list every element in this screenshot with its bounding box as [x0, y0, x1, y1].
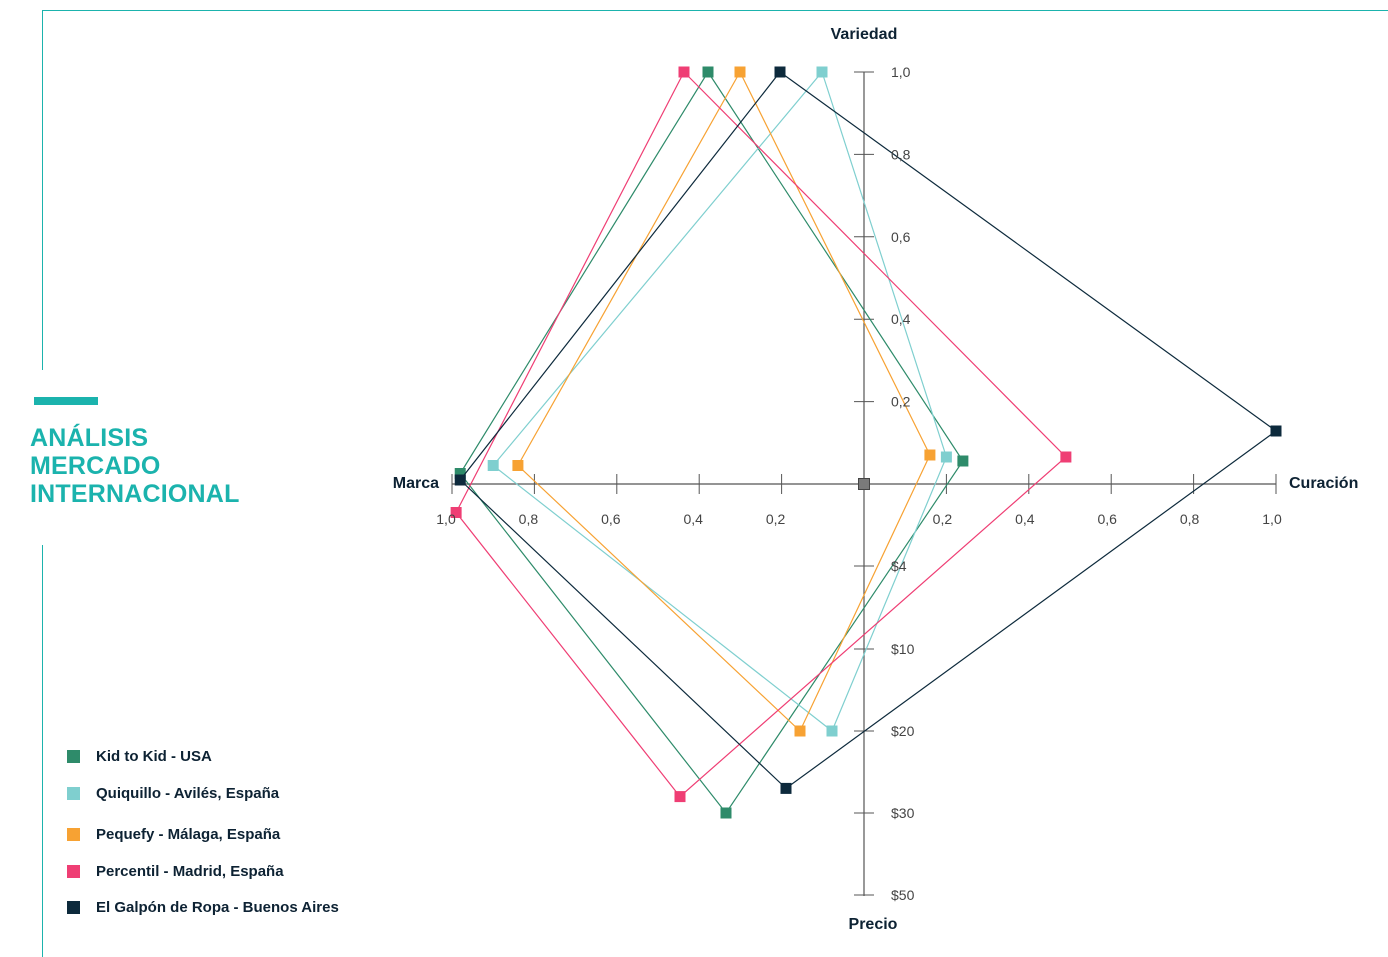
legend-label: Kid to Kid - USA	[96, 748, 212, 765]
tick-label-precio: $20	[891, 723, 915, 739]
tick-label-variedad: 0,4	[891, 311, 911, 327]
tick-label-curacion: 0,2	[933, 511, 953, 527]
tick-label-curacion: 0,6	[1097, 511, 1117, 527]
center-marker	[858, 478, 870, 490]
legend-swatch	[67, 865, 80, 878]
tick-label-marca: 0,6	[601, 511, 621, 527]
tick-label-variedad: 1,0	[891, 64, 911, 80]
series-point-el-marca	[454, 474, 466, 486]
legend-item: Percentil - Madrid, España	[67, 863, 284, 880]
series-point-pequefy-marca	[512, 460, 524, 471]
axis-name-marca: Marca	[393, 475, 439, 492]
series-outline-percentil	[455, 70, 1067, 798]
frame-top-line	[42, 10, 1388, 11]
series-point-quiquillo-variedad	[816, 66, 828, 78]
chart-series	[450, 66, 1282, 819]
legend-item: Kid to Kid - USA	[67, 748, 212, 765]
section-title: ANÁLISIS MERCADO INTERNACIONAL	[30, 424, 240, 508]
tick-label-curacion: 1,0	[1262, 511, 1282, 527]
tick-label-marca: 0,2	[766, 511, 786, 527]
legend-swatch	[67, 901, 80, 914]
tick-label-precio: $50	[891, 887, 915, 903]
legend-swatch	[67, 787, 80, 800]
series-point-pequefy-variedad	[734, 66, 746, 78]
series-point-kid-marca	[454, 468, 466, 479]
legend-item: Quiquillo - Avilés, España	[67, 785, 279, 802]
series-point-quiquillo-curacion	[940, 451, 952, 463]
tick-label-precio: $4	[891, 558, 907, 574]
legend-label: El Galpón de Ropa - Buenos Aires	[96, 899, 339, 916]
tick-label-marca: 0,8	[519, 511, 539, 527]
title-accent-bar	[34, 397, 98, 405]
tick-label-curacion: 0,4	[1015, 511, 1035, 527]
chart-labels: 1,0 0,8 0,6 0,4 0,2 0,2 0,4 0,6 0,8 1,0 1,0 0,8 0,6 0…	[393, 26, 1359, 933]
series-point-el-variedad	[774, 66, 786, 78]
series-point-percentil-curacion	[1060, 451, 1072, 463]
legend-label: Pequefy - Málaga, España	[96, 826, 281, 843]
tick-label-variedad: 0,2	[891, 394, 911, 410]
axis-name-precio: Precio	[849, 916, 898, 933]
series-point-kid-variedad	[702, 66, 714, 78]
series-point-kid-curacion	[957, 455, 969, 467]
series-point-kid-precio	[720, 807, 732, 819]
axis-name-curacion: Curación	[1289, 475, 1358, 492]
tick-label-precio: $30	[891, 805, 915, 821]
legend-item: Pequefy - Málaga, España	[67, 826, 280, 843]
series-point-el-curacion	[1270, 425, 1282, 437]
legend-item: El Galpón de Ropa - Buenos Aires	[67, 899, 339, 916]
legend-swatch	[67, 828, 80, 841]
legend-swatch	[67, 750, 80, 763]
series-point-quiquillo-precio	[826, 725, 838, 737]
series-point-pequefy-curacion	[924, 449, 936, 461]
tick-label-variedad: 0,6	[891, 229, 911, 245]
series-outline-kid	[459, 70, 964, 815]
tick-label-curacion: 0,8	[1180, 511, 1200, 527]
tick-label-marca: 1,0	[436, 511, 456, 527]
series-point-el-precio	[780, 782, 792, 794]
tick-label-variedad: 0,8	[891, 146, 911, 162]
series-point-quiquillo-marca	[487, 460, 499, 471]
tick-label-precio: $10	[891, 641, 915, 657]
series-point-percentil-precio	[674, 791, 686, 803]
frame-left-line-lower	[42, 545, 43, 957]
series-point-percentil-marca	[450, 507, 462, 518]
legend-label: Percentil - Madrid, España	[96, 863, 284, 880]
series-point-pequefy-precio	[794, 725, 806, 737]
frame-left-line-upper	[42, 10, 43, 370]
series-outline-el	[459, 71, 1278, 790]
axis-name-variedad: Variedad	[831, 26, 898, 43]
series-outline-quiquillo	[492, 70, 948, 732]
tick-label-marca: 0,4	[683, 511, 703, 527]
series-point-percentil-variedad	[678, 66, 690, 78]
legend-label: Quiquillo - Avilés, España	[96, 785, 280, 802]
